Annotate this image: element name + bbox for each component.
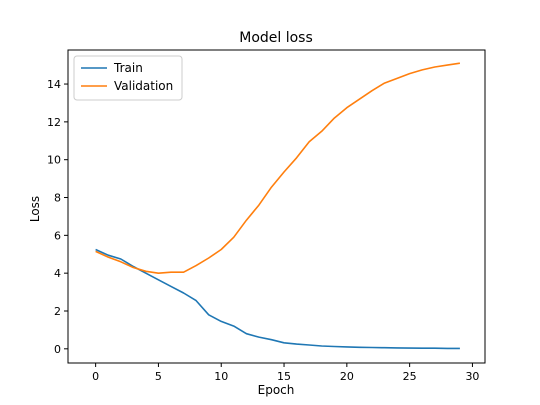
axes-frame <box>67 49 486 364</box>
x-axis-title: Epoch <box>258 383 295 397</box>
x-tick-label: 0 <box>92 370 99 383</box>
y-tick-label: 4 <box>54 267 61 280</box>
y-tick-label: 10 <box>47 154 61 167</box>
series-line-validation <box>95 62 461 275</box>
y-tick-label: 14 <box>47 78 61 91</box>
x-tick-label: 25 <box>403 370 417 383</box>
y-tick-label: 6 <box>54 229 61 242</box>
legend-label: Train <box>113 61 143 75</box>
x-tick-label: 15 <box>277 370 291 383</box>
y-tick-label: 8 <box>54 192 61 205</box>
x-tick-label: 20 <box>340 370 354 383</box>
x-tick-label: 5 <box>155 370 162 383</box>
series-line-train <box>95 248 460 350</box>
legend-box <box>73 55 183 101</box>
y-tick-label: 0 <box>54 343 61 356</box>
y-tick-label: 12 <box>47 116 61 129</box>
x-tick-label: 10 <box>214 370 228 383</box>
chart-title: Model loss <box>239 30 313 46</box>
plot-area: 0 5 10 15 20 25 30 0 2 4 6 8 10 12 14 <box>47 49 486 383</box>
y-tick-label: 2 <box>54 305 61 318</box>
y-axis-title: Loss <box>28 196 42 222</box>
legend: Train Validation <box>73 55 183 101</box>
legend-label: Validation <box>114 79 173 93</box>
x-tick-label: 30 <box>465 370 479 383</box>
